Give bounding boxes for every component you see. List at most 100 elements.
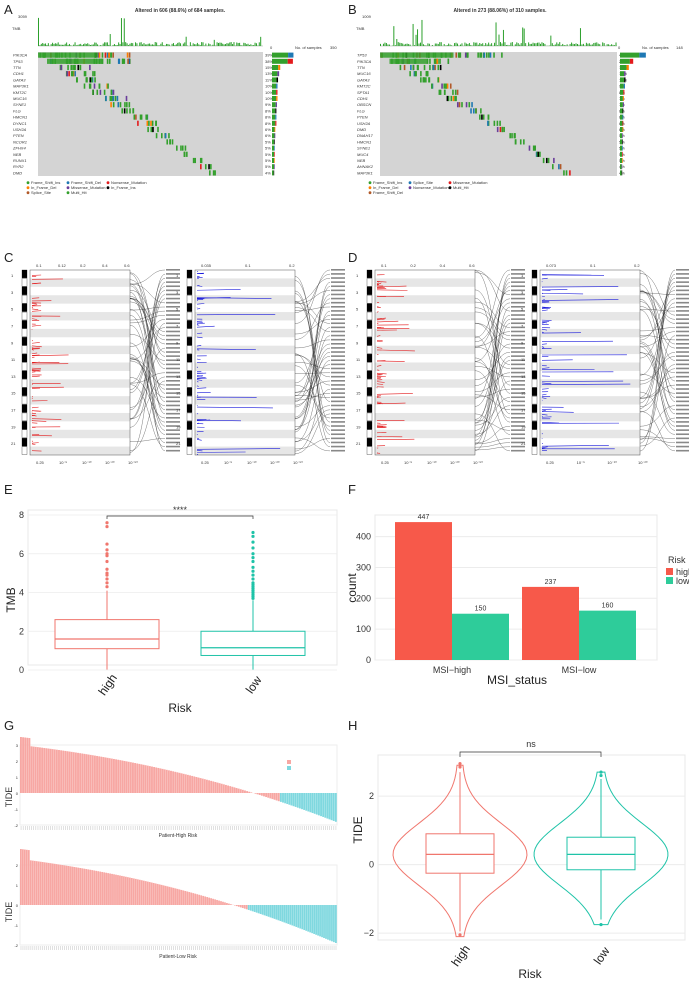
cnv-peak: [196, 419, 241, 422]
g-bar: [235, 905, 238, 907]
g-bar: [256, 793, 259, 795]
tmb-bar-a: [185, 36, 187, 46]
g-ytick: 1: [16, 883, 19, 888]
tmb-bar-a: [229, 42, 231, 46]
tmb-bar-b: [523, 28, 525, 46]
tmb-bar-a: [78, 44, 80, 46]
g-bar: [65, 865, 68, 905]
gene-tick-label: [676, 371, 689, 374]
g-bar: [91, 870, 94, 905]
mutation-cell: [423, 77, 426, 83]
g-bar: [75, 867, 78, 905]
mutation-cell: [438, 89, 441, 95]
chrom-band: [540, 295, 640, 304]
mutation-cell: [456, 102, 459, 108]
g-bar: [311, 905, 314, 934]
gene-label: MUC4: [357, 152, 369, 157]
g-bar: [83, 753, 86, 793]
g-bar: [330, 793, 333, 821]
gene-tick-label: [166, 412, 180, 415]
tmb-bar-a: [191, 45, 193, 46]
mutation-cell: [127, 58, 129, 64]
mutation-cell: [545, 157, 548, 164]
mutation-cell: [70, 64, 73, 71]
g-bar: [74, 752, 77, 793]
cnv-top-tick: 0.6: [124, 263, 130, 268]
mutation-cell: [106, 52, 109, 58]
g-bar: [69, 866, 72, 905]
panel-label-e: E: [4, 482, 13, 497]
tmb-bar-b: [436, 43, 438, 46]
tmb-bar-b: [584, 45, 586, 46]
h-sig-bracket: [459, 751, 602, 757]
g-bar: [49, 748, 52, 793]
e-outlier: [105, 567, 109, 571]
cnv-peak: [31, 442, 39, 444]
g-bar: [138, 879, 141, 905]
f-xtick: MSI−low: [562, 665, 597, 675]
tmb-bar-a: [60, 44, 62, 46]
g-bar: [167, 770, 170, 793]
gene-tick-label: [676, 380, 689, 382]
gene-tick-label: [331, 421, 345, 423]
mutation-cell: [152, 126, 154, 133]
chrom-band: [30, 446, 130, 455]
cnv-bottom-tick: 0.25: [546, 460, 555, 465]
gene-percent: 15%: [265, 65, 273, 70]
gene-tick-label: [676, 437, 689, 440]
g-bar: [39, 747, 41, 793]
gene-link: [129, 356, 166, 423]
tmb-bar-b: [494, 42, 496, 46]
mutation-cell: [471, 102, 473, 108]
tmb-bar-a: [195, 44, 197, 46]
cnv-peak: [376, 320, 399, 323]
tmb-bar-a: [161, 42, 163, 46]
tmb-bar-b: [485, 43, 487, 46]
mutation-cell: [125, 95, 128, 102]
cnv-peak: [196, 377, 207, 380]
gene-label: DNAH17: [357, 133, 374, 138]
tmb-bar-a: [244, 43, 246, 46]
ideogram-seg: [21, 269, 28, 279]
tmb-bar-a: [136, 43, 138, 46]
g-bar: [105, 872, 107, 905]
tmb-bar-b: [529, 43, 531, 46]
cnv-peak: [376, 335, 381, 337]
mutation-cell: [452, 89, 454, 95]
ideogram-seg: [531, 370, 538, 379]
tmb-bar-b: [482, 43, 484, 46]
mutation-cell: [445, 83, 447, 89]
gene-link: [129, 282, 166, 453]
h-outlier: [458, 761, 462, 766]
mutation-cell: [106, 58, 109, 64]
gene-tick-label: [511, 330, 525, 333]
side-bar-seg: [623, 89, 625, 95]
g-bar: [103, 872, 105, 905]
gene-tick-label: [511, 277, 525, 279]
mutation-cell: [454, 95, 456, 102]
legend-dot: [368, 186, 372, 190]
g-bar: [320, 793, 322, 817]
tmb-bar-a: [46, 45, 48, 46]
chrom-band: [195, 412, 295, 422]
gene-tick-label: [166, 400, 180, 403]
cnv-top-tick: 0.12: [58, 263, 67, 268]
cnv-peak: [196, 336, 203, 339]
gene-link: [639, 331, 676, 347]
panel-label-b: B: [348, 2, 357, 17]
g-bar: [71, 866, 74, 905]
g-bar: [224, 902, 226, 905]
tmb-bar-b: [516, 42, 518, 46]
g-bar: [66, 751, 69, 793]
cnv-peak: [31, 345, 42, 348]
g-bar: [305, 793, 308, 811]
chrom-label: 9: [11, 340, 14, 345]
cnv-bottom-tick: 10⁻⁵⁰: [128, 460, 138, 465]
gene-link: [294, 393, 331, 401]
tmb-bar-b: [465, 43, 467, 46]
tmb-bar-b: [538, 42, 540, 46]
side-bar-seg: [272, 108, 276, 114]
ideogram-seg: [21, 311, 28, 321]
mutation-cell: [166, 139, 169, 145]
